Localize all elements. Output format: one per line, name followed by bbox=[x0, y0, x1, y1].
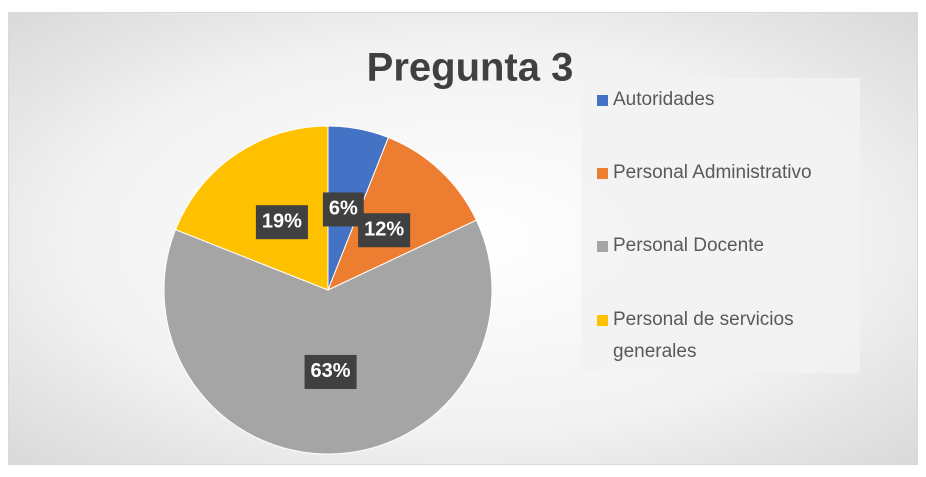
data-label-text: 19% bbox=[262, 210, 302, 232]
legend-item: Personal Administrativo bbox=[597, 157, 857, 189]
legend-item: Personal Docente bbox=[597, 230, 857, 262]
legend-swatch bbox=[597, 315, 608, 326]
data-label-text: 6% bbox=[329, 198, 358, 220]
legend-swatch bbox=[597, 241, 608, 252]
data-label: 6% bbox=[322, 192, 364, 227]
legend-label: Personal Administrativo bbox=[613, 162, 812, 183]
data-label-box bbox=[358, 213, 411, 248]
pie-slice bbox=[163, 219, 493, 455]
legend-swatch bbox=[597, 168, 608, 179]
data-label: 19% bbox=[255, 205, 308, 240]
data-label-text: 12% bbox=[364, 219, 404, 241]
legend: Autoridades Personal Administrativo Person… bbox=[581, 78, 860, 373]
legend-item: Personal de servicios generales bbox=[597, 304, 857, 368]
data-label-text: 63% bbox=[311, 360, 351, 382]
data-label-box bbox=[304, 354, 357, 389]
pie-slice bbox=[174, 125, 329, 291]
data-label-box bbox=[255, 205, 308, 240]
chart-title: Pregunta 3 bbox=[367, 46, 574, 90]
data-label-box bbox=[322, 192, 364, 227]
legend-item: Autoridades bbox=[597, 84, 857, 116]
legend-label: Personal Docente bbox=[613, 235, 765, 256]
legend-swatch bbox=[597, 95, 608, 106]
data-label: 63% bbox=[304, 354, 357, 389]
data-label: 12% bbox=[358, 213, 411, 248]
legend-label: Personal de servicios generales bbox=[613, 309, 794, 362]
legend-label: Autoridades bbox=[613, 89, 715, 110]
